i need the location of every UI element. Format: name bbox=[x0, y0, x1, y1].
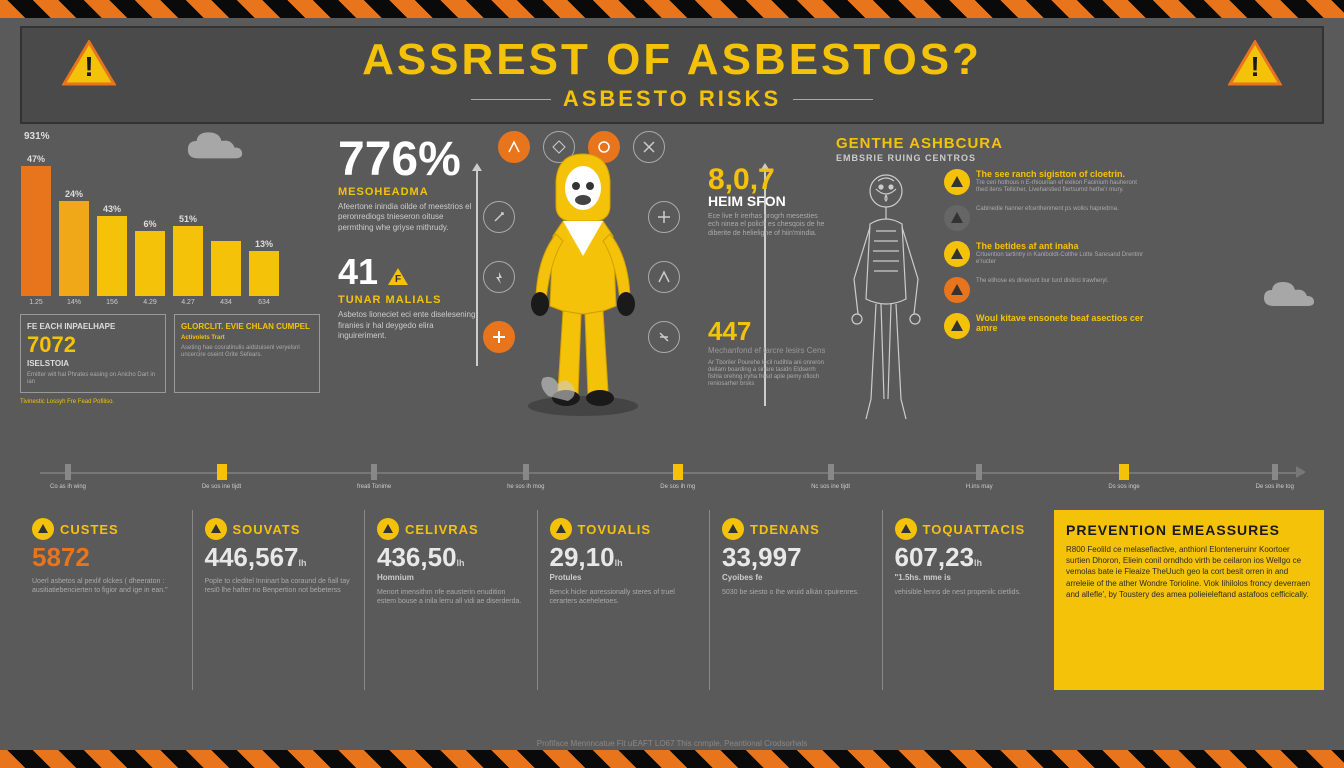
right-list-item: The betides af ant inahaCrtuention tarti… bbox=[944, 241, 1146, 267]
timeline-tick: freati Tonime bbox=[357, 464, 391, 491]
right-list-item: Cabinedle hanner efcerthenment ps wolks … bbox=[944, 205, 1146, 231]
bar: 24%14% bbox=[58, 189, 90, 306]
bar: 47%1.25 bbox=[20, 154, 52, 306]
badge-icon bbox=[944, 241, 970, 267]
timeline-tick: Nc sos ine tijdt bbox=[811, 464, 850, 491]
bar: 43%156 bbox=[96, 204, 128, 306]
content-row: 931% 47%1.2524%14%43%1566%4.2951%4.27434… bbox=[20, 136, 1324, 446]
hazard-stripe-bottom bbox=[0, 750, 1344, 768]
stat-41: 41 F TUNAR MALIALS Asbetos lioneciet eci… bbox=[338, 254, 478, 341]
bar: 6%4.29 bbox=[134, 219, 166, 306]
center-column: 776% MESOHEADMA Afeertone inindia oilde … bbox=[338, 136, 818, 446]
mini-warning-icon: F bbox=[387, 267, 409, 292]
right-list-item: Woul kitave ensonete beaf asectios cer a… bbox=[944, 313, 1146, 339]
stat-card: TOVUALIS29,10lhProtulesBenck hicler aore… bbox=[537, 510, 710, 690]
left-footnote: Tivinestic Lossyh Fre Fead Pofiliso. bbox=[20, 399, 320, 406]
footer-credit: Profiface Mennncatue Fit uEAFT LO67 This… bbox=[0, 739, 1344, 748]
card-icon bbox=[722, 518, 744, 540]
stat-card: SOUVATS446,567lhPople to cleditel Innina… bbox=[192, 510, 365, 690]
left-info-boxes: FE EACH INPAELHAPE 7072 ISELSTOIA Emitte… bbox=[20, 314, 320, 393]
badge-icon bbox=[944, 313, 970, 339]
prevention-box: PREVENTION EMEASSURESR800 Feolild ce mel… bbox=[1054, 510, 1324, 690]
right-subtitle: EMBSRIE RUING CENTROS bbox=[836, 153, 1146, 163]
card-icon bbox=[377, 518, 399, 540]
timeline-tick: De sos ine tijdt bbox=[202, 464, 241, 491]
timeline-tick: De sos ihe tog bbox=[1256, 464, 1294, 491]
badge-icon bbox=[944, 277, 970, 303]
stat-card: CUSTES5872Uoerl asbetos al pexlif olckes… bbox=[20, 510, 192, 690]
timeline-tick: Ds sos inge bbox=[1108, 464, 1139, 491]
right-list-item: The see ranch sigistton of cloetrin.Tre … bbox=[944, 169, 1146, 195]
timeline-tick: De sos ih mg bbox=[660, 464, 695, 491]
main-panel: ! ! ASSREST OF ASBESTOS? ASBESTO RISKS 9… bbox=[0, 18, 1344, 750]
cloud-icon bbox=[1259, 278, 1319, 313]
info-box: FE EACH INPAELHAPE 7072 ISELSTOIA Emitte… bbox=[20, 314, 166, 393]
stat-card: CELIVRAS436,50lhHomniumMenort imensithm … bbox=[364, 510, 537, 690]
stat-807: 8,0,7 HEIM SFON Ece live fr irerhas prog… bbox=[708, 166, 828, 238]
main-title: ASSREST OF ASBESTOS? bbox=[22, 38, 1322, 82]
right-list: The see ranch sigistton of cloetrin.Tre … bbox=[944, 169, 1146, 429]
right-title: GENTHE ASHBCURA bbox=[836, 136, 1146, 153]
header-band: ! ! ASSREST OF ASBESTOS? ASBESTO RISKS bbox=[20, 26, 1324, 124]
timeline-tick: H.ins may bbox=[966, 464, 993, 491]
warning-triangle-icon: ! bbox=[62, 40, 116, 88]
chart-top-label: 931% bbox=[24, 131, 50, 142]
badge-icon bbox=[944, 169, 970, 195]
svg-text:!: ! bbox=[84, 51, 93, 82]
card-icon bbox=[550, 518, 572, 540]
left-column: 931% 47%1.2524%14%43%1566%4.2951%4.27434… bbox=[20, 136, 320, 446]
bar: 434 bbox=[210, 239, 242, 306]
hazard-stripe-top bbox=[0, 0, 1344, 18]
stat-card: TOQUATTACIS607,23lh"1.5hs. mme isvehisib… bbox=[882, 510, 1055, 690]
svg-text:!: ! bbox=[1250, 51, 1259, 82]
badge-icon bbox=[944, 205, 970, 231]
card-icon bbox=[32, 518, 54, 540]
anatomy-figure-icon bbox=[836, 169, 936, 429]
timeline-tick: Co as ih wing bbox=[50, 464, 86, 491]
bar: 51%4.27 bbox=[172, 214, 204, 306]
warning-triangle-icon: ! bbox=[1228, 40, 1282, 88]
bar: 13%634 bbox=[248, 239, 280, 306]
info-box: GLORCLIT. EVIE CHLAN CUMPEL Activolets T… bbox=[174, 314, 320, 393]
stats-row: CUSTES5872Uoerl asbetos al pexlif olckes… bbox=[20, 510, 1324, 690]
subtitle-row: ASBESTO RISKS bbox=[22, 86, 1322, 112]
hazmat-figure-icon bbox=[508, 146, 658, 416]
timeline: Co as ih wing De sos ine tijdt freati Toni… bbox=[20, 452, 1324, 502]
stat-447: 447 Mechanfond ef tarcre lesirs Cens Ar … bbox=[708, 316, 828, 389]
subtitle: ASBESTO RISKS bbox=[563, 86, 781, 112]
right-column: GENTHE ASHBCURA EMBSRIE RUING CENTROS bbox=[836, 136, 1146, 446]
bar-chart: 47%1.2524%14%43%1566%4.2951%4.2743413%63… bbox=[20, 156, 320, 306]
svg-text:F: F bbox=[394, 274, 400, 285]
timeline-tick: he sos ih mog bbox=[507, 464, 544, 491]
card-icon bbox=[205, 518, 227, 540]
card-icon bbox=[895, 518, 917, 540]
stat-card: TDENANS33,997Cyoibes fe5030 be siesto o … bbox=[709, 510, 882, 690]
right-list-item: The elihose es dineriunt bur turd distir… bbox=[944, 277, 1146, 303]
